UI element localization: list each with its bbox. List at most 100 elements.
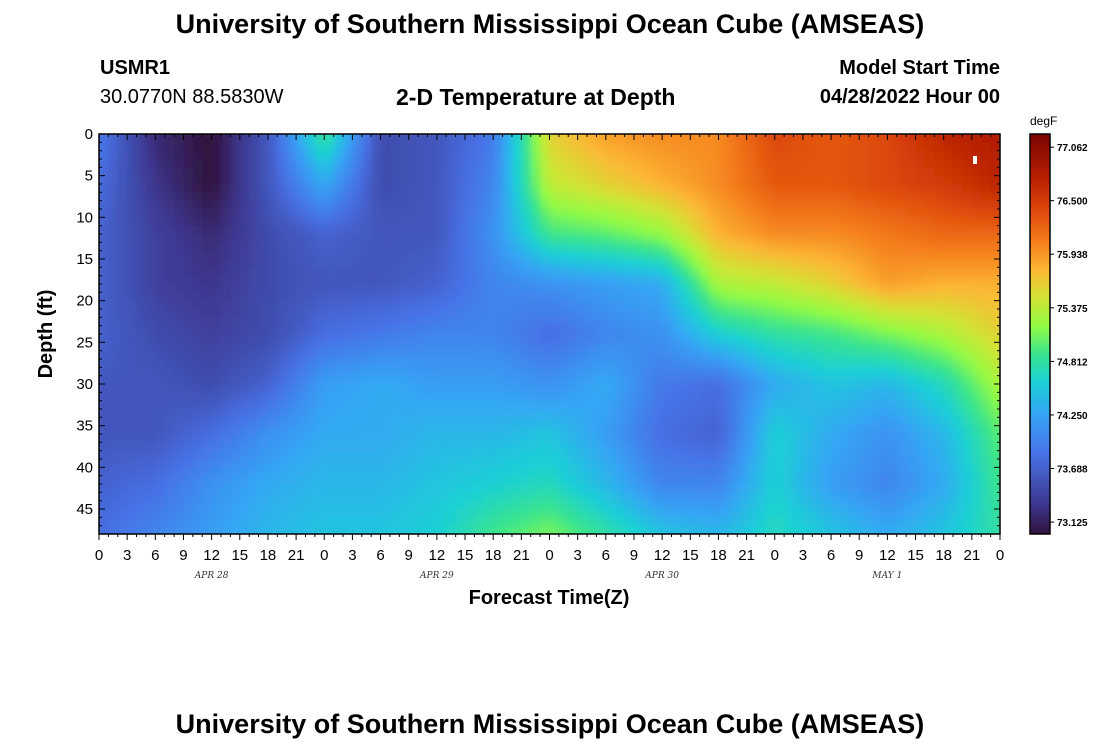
heatmap-cell bbox=[605, 525, 616, 534]
heatmap-cell bbox=[202, 392, 213, 402]
heatmap-cell bbox=[540, 425, 551, 435]
heatmap-cell bbox=[211, 425, 222, 435]
heatmap-cell bbox=[465, 384, 476, 393]
heatmap-cell bbox=[840, 434, 851, 443]
heatmap-cell bbox=[568, 175, 579, 185]
heatmap-cell bbox=[343, 200, 354, 210]
heatmap-cell bbox=[530, 359, 541, 368]
heatmap-cell bbox=[868, 150, 879, 160]
heatmap-cell bbox=[399, 375, 410, 385]
heatmap-cell bbox=[333, 442, 344, 452]
heatmap-cell bbox=[371, 184, 382, 193]
heatmap-cell bbox=[934, 392, 945, 402]
heatmap-cell bbox=[521, 509, 532, 518]
heatmap-cell bbox=[699, 475, 710, 485]
heatmap-cell bbox=[727, 275, 738, 285]
heatmap-cell bbox=[258, 484, 269, 493]
heatmap-cell bbox=[840, 200, 851, 210]
heatmap-cell bbox=[136, 450, 147, 460]
heatmap-cell bbox=[493, 375, 504, 385]
heatmap-cell bbox=[690, 367, 701, 377]
heatmap-cell bbox=[887, 275, 898, 285]
heatmap-cell bbox=[746, 509, 757, 518]
heatmap-cell bbox=[380, 217, 391, 227]
heatmap-cell bbox=[164, 184, 175, 193]
heatmap-cell bbox=[333, 334, 344, 343]
heatmap-cell bbox=[727, 234, 738, 243]
heatmap-cell bbox=[765, 525, 776, 534]
heatmap-cell bbox=[127, 175, 138, 185]
heatmap-cell bbox=[455, 342, 466, 352]
heatmap-cell bbox=[662, 375, 673, 385]
heatmap-cell bbox=[699, 325, 710, 335]
heatmap-cell bbox=[680, 159, 691, 168]
heatmap-cell bbox=[389, 300, 400, 310]
heatmap-cell bbox=[755, 350, 766, 360]
heatmap-cell bbox=[446, 350, 457, 360]
heatmap-cell bbox=[502, 450, 513, 460]
heatmap-cell bbox=[943, 134, 954, 143]
heatmap-cell bbox=[680, 134, 691, 143]
heatmap-cell bbox=[915, 267, 926, 277]
heatmap-cell bbox=[549, 309, 560, 318]
heatmap-cell bbox=[812, 150, 823, 160]
heatmap-cell bbox=[953, 275, 964, 285]
heatmap-cell bbox=[502, 317, 513, 327]
heatmap-cell bbox=[906, 325, 917, 335]
heatmap-cell bbox=[305, 250, 316, 260]
heatmap-cell bbox=[793, 267, 804, 277]
heatmap-cell bbox=[784, 167, 795, 177]
heatmap-cell bbox=[389, 325, 400, 335]
heatmap-cell bbox=[267, 150, 278, 160]
heatmap-cell bbox=[943, 350, 954, 360]
heatmap-cell bbox=[793, 417, 804, 427]
heatmap-cell bbox=[868, 509, 879, 518]
heatmap-cell bbox=[737, 475, 748, 485]
heatmap-cell bbox=[145, 184, 156, 193]
heatmap-cell bbox=[230, 142, 241, 152]
heatmap-cell bbox=[99, 200, 109, 210]
heatmap-cell bbox=[483, 517, 494, 527]
heatmap-cell bbox=[981, 442, 992, 452]
heatmap-cell bbox=[549, 325, 560, 335]
heatmap-cell bbox=[962, 334, 973, 343]
heatmap-cell bbox=[258, 375, 269, 385]
heatmap-cell bbox=[765, 459, 776, 468]
heatmap-cell bbox=[868, 450, 879, 460]
heatmap-cell bbox=[793, 209, 804, 218]
heatmap-cell bbox=[765, 217, 776, 227]
heatmap-cell bbox=[277, 442, 288, 452]
heatmap-cell bbox=[887, 409, 898, 418]
heatmap-cell bbox=[859, 267, 870, 277]
heatmap-cell bbox=[859, 209, 870, 218]
heatmap-cell bbox=[549, 300, 560, 310]
heatmap-cell bbox=[465, 217, 476, 227]
heatmap-cell bbox=[352, 342, 363, 352]
heatmap-cell bbox=[314, 150, 325, 160]
heatmap-cell bbox=[652, 442, 663, 452]
heatmap-cell bbox=[859, 275, 870, 285]
heatmap-cell bbox=[727, 284, 738, 293]
heatmap-cell bbox=[277, 425, 288, 435]
heatmap-cell bbox=[343, 467, 354, 477]
heatmap-cell bbox=[774, 400, 785, 410]
heatmap-cell bbox=[521, 484, 532, 493]
heatmap-cell bbox=[924, 334, 935, 343]
heatmap-cell bbox=[755, 192, 766, 202]
heatmap-cell bbox=[605, 175, 616, 185]
heatmap-cell bbox=[605, 259, 616, 268]
heatmap-cell bbox=[953, 159, 964, 168]
heatmap-cell bbox=[239, 400, 250, 410]
heatmap-cell bbox=[662, 234, 673, 243]
heatmap-cell bbox=[709, 459, 720, 468]
colorbar-unit: degF bbox=[1030, 114, 1057, 128]
heatmap-cell bbox=[934, 359, 945, 368]
heatmap-cell bbox=[183, 300, 194, 310]
heatmap-cell bbox=[859, 400, 870, 410]
heatmap-cell bbox=[943, 300, 954, 310]
heatmap-cell bbox=[192, 317, 203, 327]
heatmap-cell bbox=[483, 259, 494, 268]
heatmap-cell bbox=[399, 367, 410, 377]
heatmap-cell bbox=[859, 259, 870, 268]
heatmap-cell bbox=[727, 300, 738, 310]
